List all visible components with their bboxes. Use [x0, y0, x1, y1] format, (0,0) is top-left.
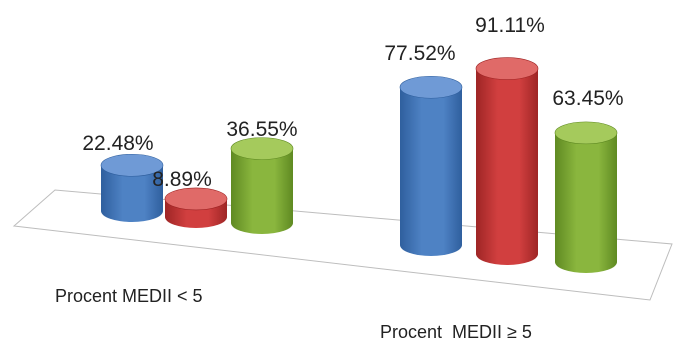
bar-top: [475, 57, 539, 80]
labels-group: 22.48% 8.89% 36.55% 77.52% 91.11% 63.45%: [82, 14, 623, 191]
value-label-1-1: 91.11%: [475, 14, 545, 37]
category-label-1: Procent MEDII ≥ 5: [380, 322, 532, 342]
bars-group: [100, 57, 618, 273]
bar-top: [554, 121, 618, 145]
bar-0-2: [230, 137, 294, 234]
value-label-0-2: 36.55%: [226, 118, 297, 141]
bar-body: [476, 68, 538, 265]
bar-top: [399, 75, 463, 99]
bar-1-1: [475, 57, 539, 265]
bar-body: [555, 132, 617, 273]
value-label-1-0: 77.52%: [384, 42, 455, 65]
category-label-0: Procent MEDII < 5: [55, 286, 203, 306]
value-label-1-2: 63.45%: [552, 87, 623, 110]
bar-body: [400, 87, 462, 257]
bar-top: [164, 187, 228, 211]
bar-0-0: [100, 153, 164, 222]
bar-top: [100, 153, 164, 177]
bar-top: [230, 137, 294, 160]
bar-0-1: [164, 187, 228, 228]
bar-body: [231, 148, 293, 234]
bar-body: [101, 165, 163, 222]
bar-1-0: [399, 75, 463, 257]
bar-1-2: [554, 121, 618, 273]
value-label-0-0: 22.48%: [82, 132, 153, 155]
value-label-0-1: 8.89%: [152, 168, 212, 191]
